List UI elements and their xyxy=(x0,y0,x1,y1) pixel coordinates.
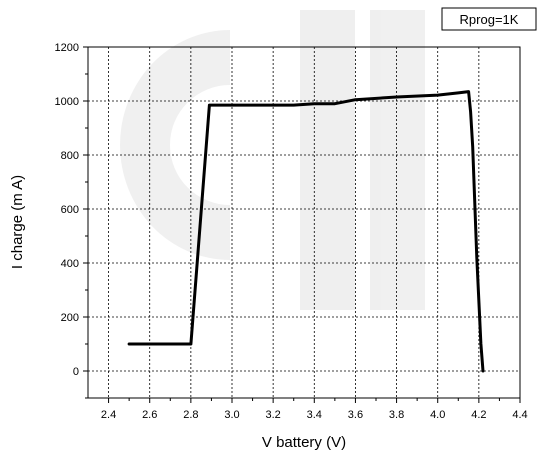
y-tick-labels: 0 200 400 600 800 1000 1200 xyxy=(55,42,79,378)
plot-frame xyxy=(87,46,521,399)
x-tick-label: 2.8 xyxy=(183,409,198,421)
x-tick-label: 3.4 xyxy=(307,409,322,421)
watermark-logo xyxy=(120,10,425,310)
x-tick-label: 2.6 xyxy=(142,409,157,421)
y-tick-label: 600 xyxy=(61,204,79,216)
y-tick-label: 1000 xyxy=(55,96,79,108)
legend-box: Rprog=1K xyxy=(441,7,537,31)
y-tick-label: 800 xyxy=(61,150,79,162)
x-tick-labels: 2.4 2.6 2.8 3.0 3.2 3.4 3.6 3.8 4.0 4.2 4.4 xyxy=(101,409,528,421)
x-tick-label: 3.0 xyxy=(224,409,239,421)
x-tick-label: 3.6 xyxy=(348,409,363,421)
x-axis-title: V battery (V) xyxy=(262,434,346,451)
legend-label: Rprog=1K xyxy=(460,12,519,27)
y-axis-title: I charge (m A) xyxy=(9,175,26,269)
x-tick-label: 4.4 xyxy=(512,409,527,421)
y-tick-label: 1200 xyxy=(55,42,79,54)
y-tick-label: 0 xyxy=(73,366,79,378)
x-tick-label: 3.2 xyxy=(265,409,280,421)
y-tick-label: 200 xyxy=(61,312,79,324)
x-tick-label: 3.8 xyxy=(389,409,404,421)
x-tick-label: 2.4 xyxy=(101,409,116,421)
x-tick-label: 4.2 xyxy=(471,409,486,421)
y-tick-label: 400 xyxy=(61,258,79,270)
series-line xyxy=(127,90,485,373)
axis-ticks xyxy=(83,46,521,403)
x-tick-label: 4.0 xyxy=(430,409,445,421)
